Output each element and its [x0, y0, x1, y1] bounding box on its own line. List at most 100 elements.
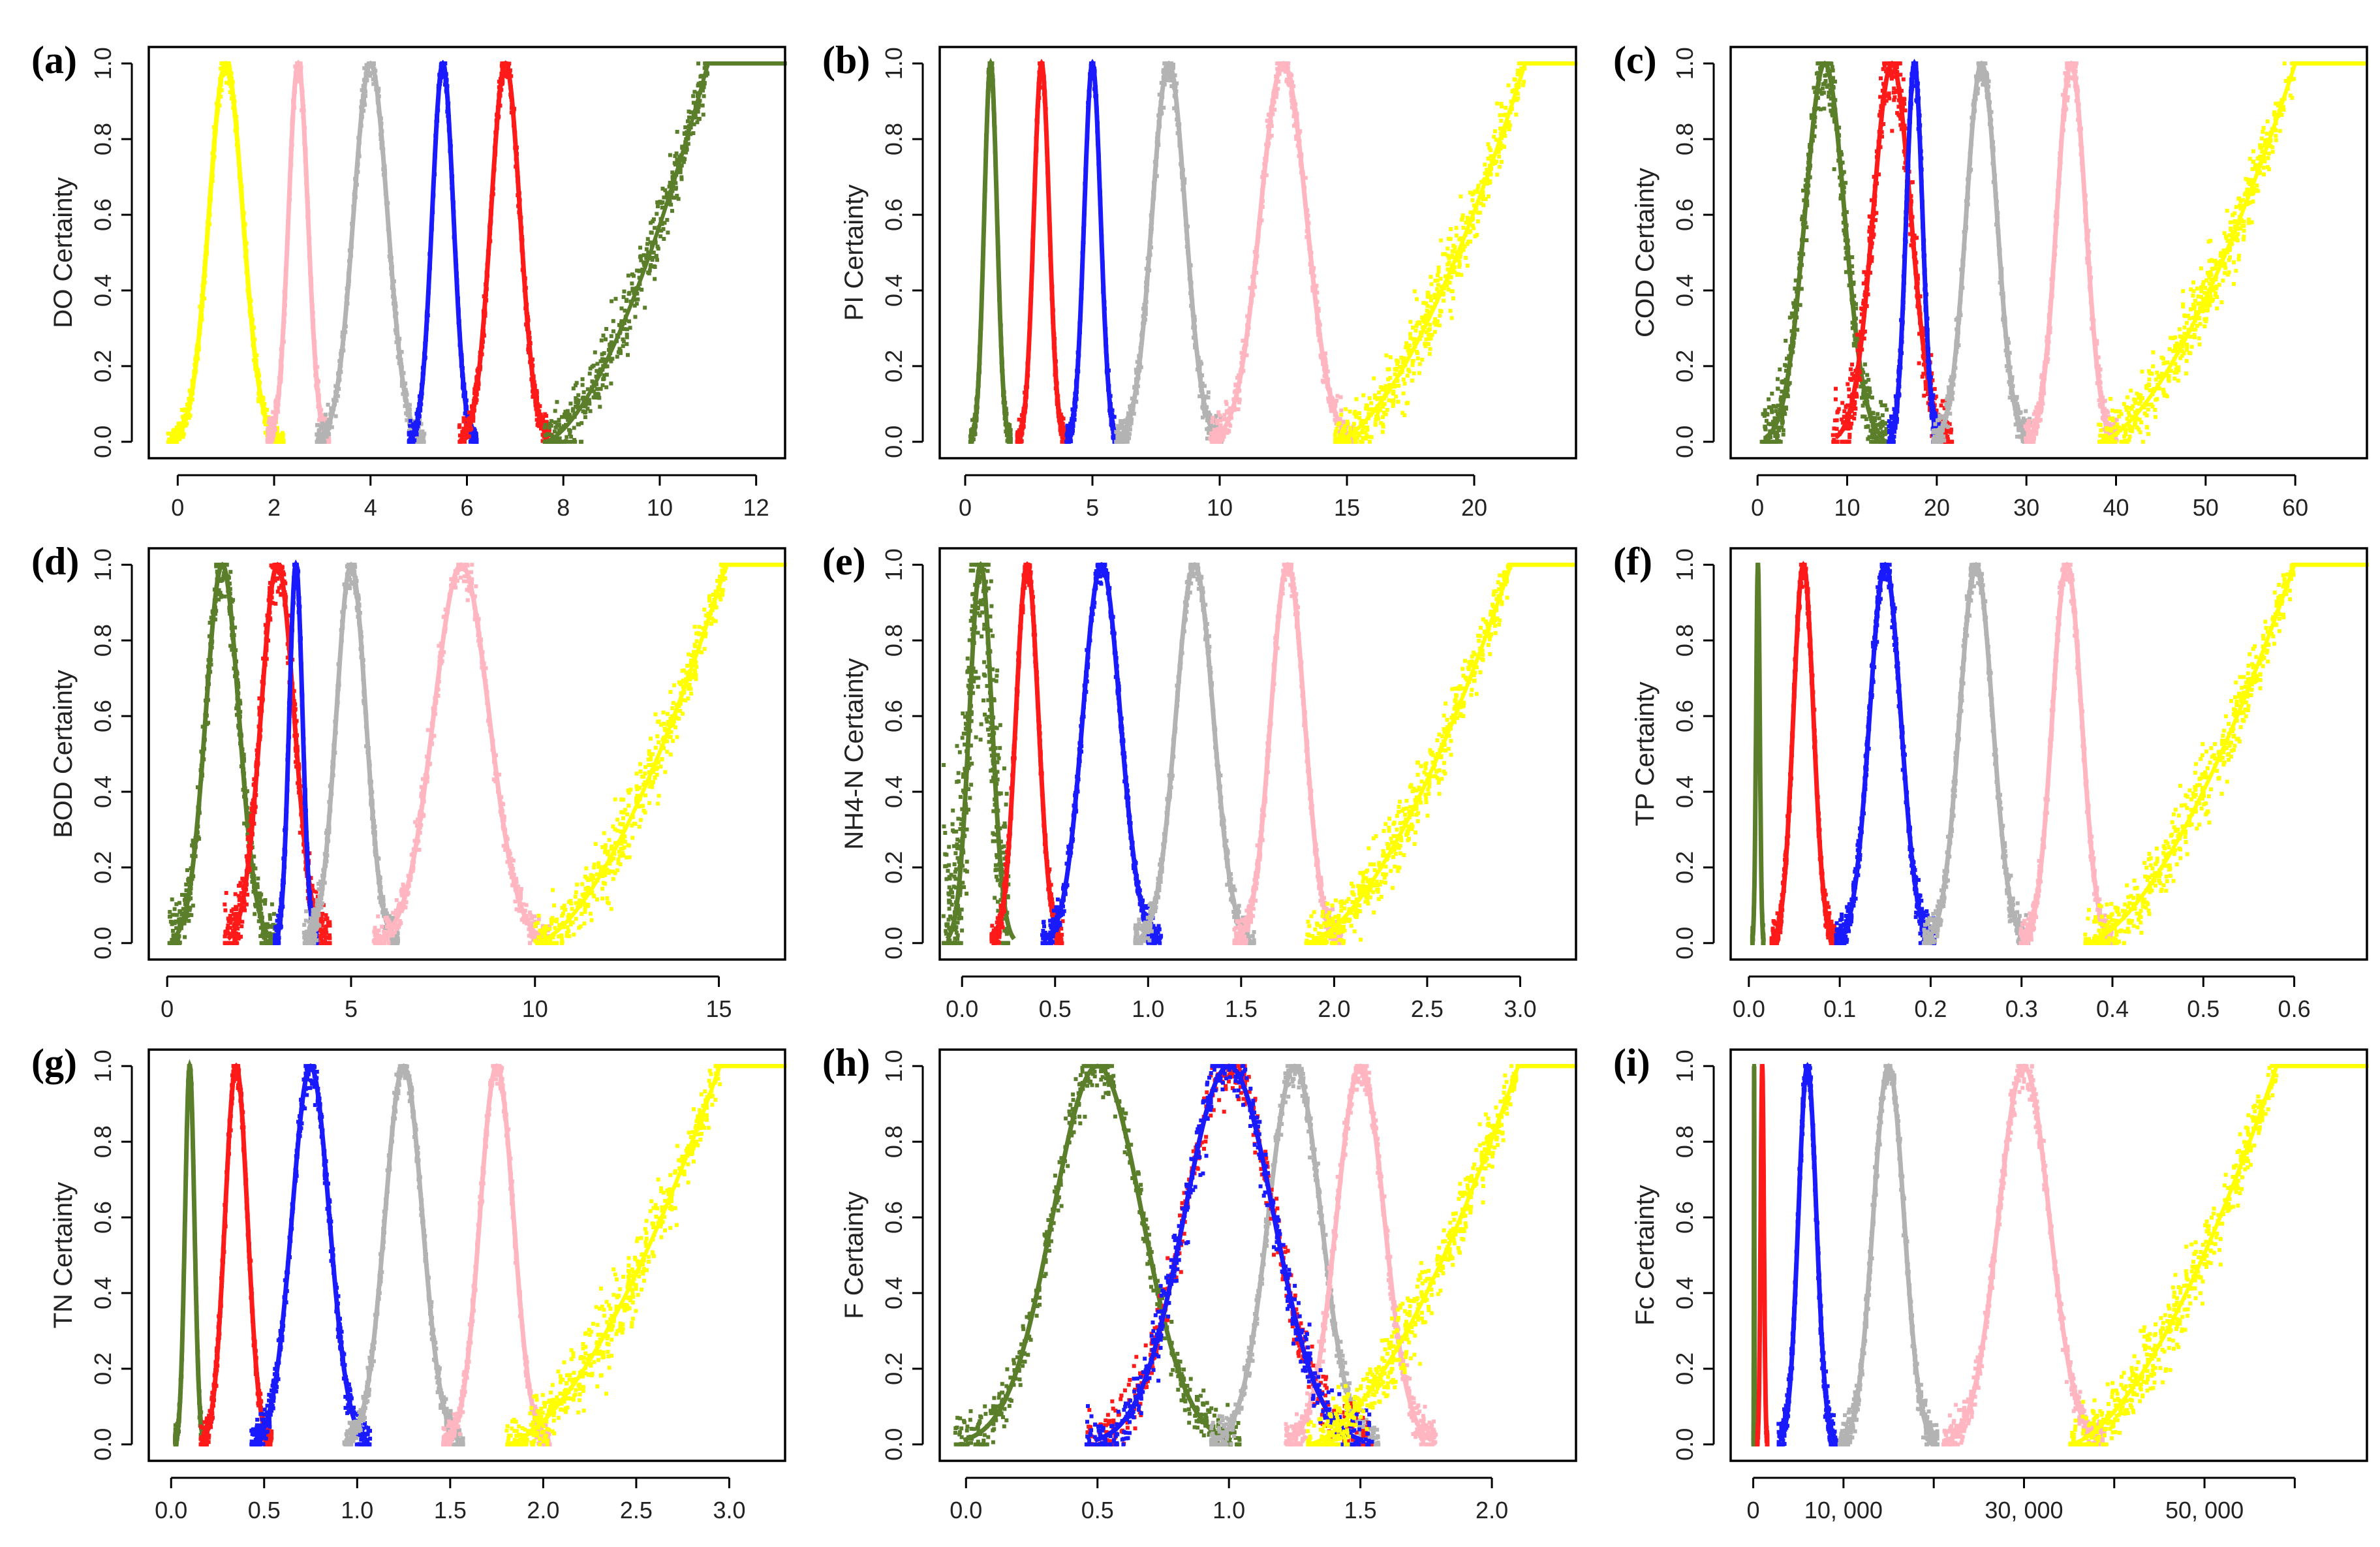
data-point [604, 337, 608, 341]
data-point [683, 157, 687, 161]
data-point [645, 237, 650, 242]
data-point [613, 296, 618, 301]
data-point [681, 160, 686, 164]
x-tick-label: 10 [647, 494, 673, 521]
data-point [588, 409, 593, 413]
data-point [649, 263, 653, 268]
data-point [468, 439, 472, 444]
data-point [170, 435, 174, 439]
data-point [315, 423, 319, 428]
data-point [655, 244, 660, 249]
series-core-line [174, 60, 278, 440]
data-point [549, 419, 553, 424]
data-point [573, 383, 578, 388]
data-point [675, 158, 679, 162]
x-tick-label: 0 [171, 494, 184, 521]
data-point [691, 131, 696, 135]
data-point [565, 409, 570, 413]
data-point [507, 61, 512, 66]
data-point [644, 247, 649, 251]
data-point [553, 409, 557, 413]
data-point [326, 439, 331, 444]
data-point [553, 420, 557, 425]
x-tick-label: 6 [460, 494, 473, 521]
data-point [549, 424, 553, 428]
data-point [574, 400, 578, 405]
data-point [678, 167, 683, 172]
data-point [626, 352, 630, 357]
data-point [660, 187, 665, 191]
series-core-line [409, 59, 477, 439]
data-point [171, 428, 176, 433]
data-point [266, 439, 270, 444]
data-point [626, 273, 630, 278]
data-point [536, 422, 540, 427]
data-point [555, 423, 560, 428]
data-point [318, 426, 323, 431]
data-point [691, 101, 696, 105]
data-point [662, 237, 666, 241]
data-point [408, 418, 412, 423]
data-point [317, 439, 321, 443]
series-core-line [969, 57, 1012, 439]
data-point [182, 409, 187, 413]
data-point [167, 431, 172, 436]
data-point [625, 327, 630, 332]
data-point [611, 329, 615, 334]
data-point [563, 414, 568, 419]
data-point [570, 439, 574, 444]
data-point [463, 418, 468, 422]
data-point [576, 405, 580, 410]
data-point [265, 407, 270, 412]
data-point [625, 335, 629, 339]
data-point [181, 416, 186, 421]
data-point [651, 217, 656, 221]
data-point [599, 338, 604, 343]
data-point [547, 430, 551, 435]
data-point [672, 172, 676, 177]
x-tick-label: 12 [743, 494, 769, 521]
panel-b: (b) PI Certainty 0.00.20.40.60.81.00 5 10 1… [822, 39, 1578, 521]
data-point [571, 386, 576, 391]
data-point [572, 426, 576, 430]
data-point [580, 439, 584, 444]
data-point [174, 431, 178, 435]
data-point [622, 327, 626, 332]
data-point [609, 359, 613, 364]
data-point [576, 422, 581, 427]
data-point [270, 437, 274, 442]
data-point [557, 418, 561, 422]
data-point [676, 196, 681, 201]
data-point [588, 366, 593, 371]
data-point [569, 435, 574, 439]
data-point [665, 191, 670, 195]
data-point [610, 299, 614, 304]
data-point [585, 387, 590, 392]
data-point [698, 99, 702, 103]
series-gray [1114, 60, 1224, 444]
data-point [271, 416, 275, 420]
data-point [640, 287, 644, 292]
data-point [619, 306, 624, 311]
data-point [256, 397, 261, 401]
data-point [369, 70, 374, 75]
data-point [318, 424, 323, 428]
data-point [649, 230, 653, 235]
data-point [583, 415, 587, 420]
data-point [675, 193, 679, 198]
data-point [639, 254, 643, 258]
data-point [621, 337, 625, 341]
data-point [576, 398, 581, 403]
data-point [600, 357, 604, 362]
data-point [692, 89, 697, 94]
data-point [275, 439, 279, 444]
data-point [555, 399, 559, 404]
series-green [542, 61, 787, 444]
data-point [546, 432, 549, 437]
data-point [179, 421, 184, 426]
data-point [271, 410, 275, 414]
data-point [564, 435, 569, 439]
data-point [465, 433, 469, 438]
data-point [656, 204, 660, 209]
data-point [672, 161, 677, 165]
